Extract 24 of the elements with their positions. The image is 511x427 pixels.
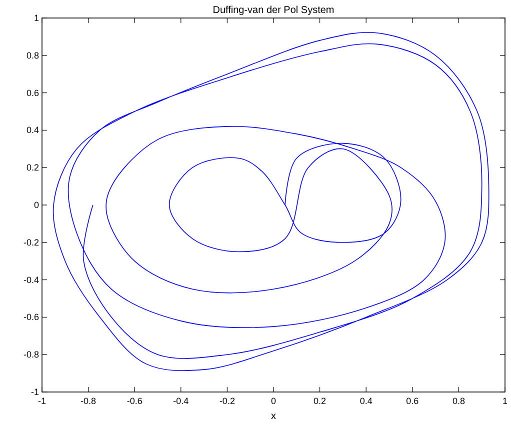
chart-title: Duffing-van der Pol System [212, 5, 334, 16]
x-tick-label: -0.8 [80, 396, 96, 406]
x-tick-label: 0.8 [452, 396, 465, 406]
y-tick-label: -0.8 [23, 350, 39, 360]
y-tick-label: -1 [30, 387, 39, 397]
x-tick-label: 0 [270, 396, 276, 406]
y-tick-label: 0.8 [26, 50, 39, 60]
y-tick-label: 0 [34, 200, 39, 210]
x-axis-title: x [271, 411, 276, 422]
y-tick-label: 0.2 [26, 162, 39, 173]
x-tick-label: -0.2 [219, 396, 235, 406]
x-tick-label: 0.4 [360, 396, 372, 406]
x-tick-label: 0.2 [314, 396, 326, 406]
x-tick-label: 0.6 [406, 396, 419, 406]
y-tick-label: -0.6 [23, 312, 39, 322]
x-tick-label: -0.4 [173, 396, 189, 406]
x-tick-label: 1 [502, 396, 508, 406]
y-tick-label: -0.4 [23, 274, 39, 285]
y-tick-label: 0.6 [26, 88, 39, 98]
y-tick-label: 0.4 [26, 125, 39, 136]
line-series [53, 32, 490, 370]
x-tick-label: -0.6 [126, 396, 142, 406]
y-tick-label: -0.2 [23, 237, 39, 248]
y-tick-label: 1 [34, 13, 39, 23]
